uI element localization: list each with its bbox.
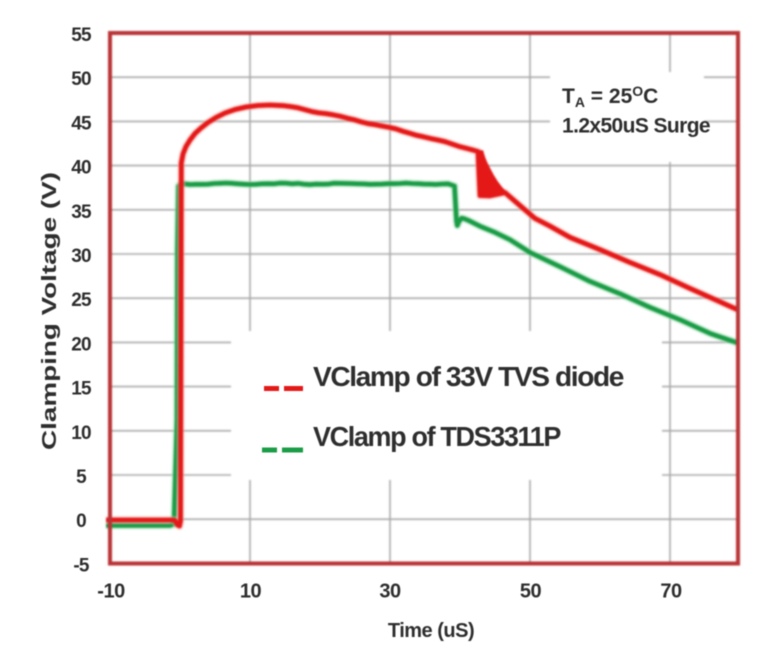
svg-text:30: 30 [379, 581, 401, 603]
svg-text:10: 10 [71, 423, 91, 444]
svg-text:-10: -10 [97, 581, 125, 603]
svg-text:70: 70 [660, 581, 682, 603]
svg-text:VClamp of 33V TVS diode: VClamp of 33V TVS diode [313, 361, 624, 392]
svg-text:5: 5 [76, 467, 87, 488]
svg-text:-5: -5 [73, 555, 90, 576]
svg-text:40: 40 [71, 158, 91, 179]
svg-text:15: 15 [71, 379, 92, 400]
svg-text:10: 10 [240, 581, 262, 603]
svg-text:Time (uS): Time (uS) [388, 620, 474, 642]
svg-text:30: 30 [71, 246, 91, 267]
svg-text:1.2x50uS Surge: 1.2x50uS Surge [562, 115, 710, 138]
svg-text:0: 0 [76, 511, 86, 532]
svg-text:35: 35 [71, 202, 92, 223]
svg-text:45: 45 [71, 113, 92, 134]
svg-text:50: 50 [71, 69, 91, 90]
svg-text:VClamp of TDS3311P: VClamp of TDS3311P [313, 421, 561, 452]
svg-text:55: 55 [71, 25, 92, 46]
svg-text:25: 25 [71, 290, 92, 311]
svg-text:20: 20 [71, 334, 91, 355]
svg-text:50: 50 [520, 581, 542, 603]
svg-text:Clamping Voltage (V): Clamping Voltage (V) [39, 172, 61, 450]
